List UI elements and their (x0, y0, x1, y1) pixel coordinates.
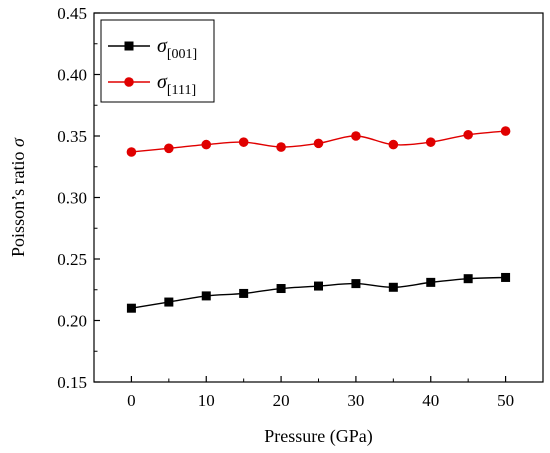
data-point-square (463, 274, 473, 284)
data-point-square (501, 272, 511, 282)
data-point-square (426, 277, 436, 287)
data-point-square (201, 291, 211, 301)
data-point-circle (201, 139, 212, 150)
x-tick-label: 10 (198, 391, 215, 410)
x-tick-label: 30 (347, 391, 364, 410)
y-axis-title: Poisson’s ratio σ (8, 137, 28, 257)
data-point-square (314, 281, 323, 291)
data-point-circle (276, 142, 286, 152)
x-tick-label: 0 (127, 391, 136, 410)
x-tick-label: 50 (497, 391, 514, 410)
data-point-circle (126, 147, 137, 157)
data-point-circle (351, 131, 361, 141)
series-layer (126, 126, 511, 313)
legend-label: σ[111] (157, 71, 196, 98)
legend-marker-square (124, 41, 134, 51)
data-point-circle (463, 129, 473, 140)
legend: σ[001] σ[111] (100, 19, 215, 103)
legend-label: σ[001] (157, 35, 197, 62)
y-tick-label: 0.20 (57, 312, 87, 331)
legend-box (100, 19, 215, 103)
legend-marker-circle (124, 77, 134, 87)
data-point-square (126, 303, 136, 313)
data-point-square (388, 282, 398, 292)
data-point-circle (164, 143, 174, 154)
y-tick-label: 0.15 (57, 373, 87, 392)
data-point-circle (500, 126, 511, 136)
data-point-square (351, 279, 361, 289)
y-axis-title-text: Poisson’s ratio (8, 147, 28, 257)
data-point-square (276, 284, 286, 294)
axis-ticks: 0.15 0.20 0.25 0.30 0.35 0.40 0.45 0 10 20 30 40 50 (57, 4, 544, 410)
data-point-circle (238, 137, 249, 147)
y-tick-label: 0.45 (57, 4, 87, 23)
data-point-square (164, 297, 174, 307)
y-tick-label: 0.25 (57, 250, 87, 269)
x-axis-title: Pressure (GPa) (264, 426, 372, 447)
data-point-square (239, 288, 249, 298)
x-tick-label: 40 (422, 391, 439, 410)
data-point-circle (425, 137, 436, 147)
x-tick-label: 20 (273, 391, 290, 410)
data-point-circle (388, 139, 399, 150)
y-axis-title-symbol: σ (8, 137, 28, 147)
y-tick-label: 0.40 (57, 66, 87, 85)
y-tick-label: 0.35 (57, 127, 87, 146)
data-point-circle (313, 138, 324, 149)
y-tick-label: 0.30 (57, 189, 87, 208)
